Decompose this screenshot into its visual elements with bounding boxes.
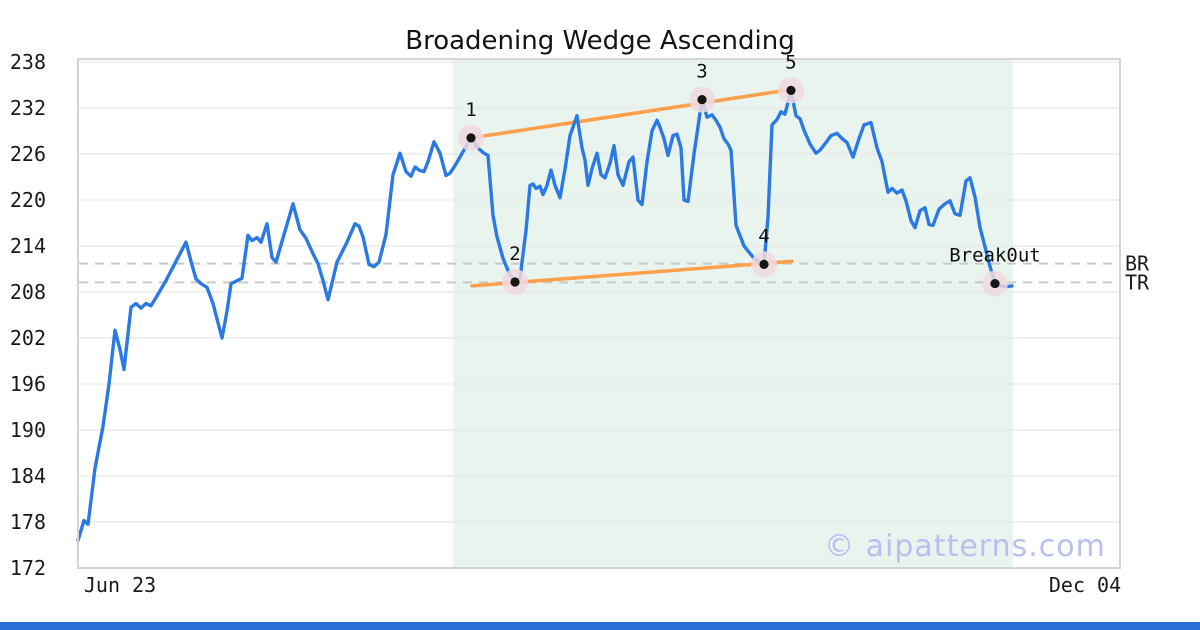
y-tick-label: 178 (10, 510, 46, 534)
point-dot-3 (697, 94, 707, 105)
price-line (76, 88, 1014, 543)
point-label-4: 4 (758, 225, 769, 247)
level-label-tr: TR (1125, 270, 1150, 294)
y-tick-label: 184 (10, 464, 46, 488)
chart-plot-area: 238232226220214208202196190184178172BRTR… (0, 50, 1200, 630)
chart-title: Broadening Wedge Ascending (405, 26, 795, 56)
point-label-break0ut: Break0ut (949, 245, 1041, 267)
bottom-accent-bar (0, 622, 1200, 630)
y-tick-label: 220 (10, 188, 46, 212)
y-tick-label: 190 (10, 418, 46, 442)
point-dot-break0ut (990, 278, 1000, 289)
y-tick-label: 196 (10, 372, 46, 396)
point-dot-1 (466, 133, 476, 143)
level-label-br: BR (1125, 252, 1150, 276)
point-label-5: 5 (785, 51, 796, 73)
y-tick-label: 226 (10, 142, 46, 166)
y-tick-label: 208 (10, 280, 46, 304)
y-tick-label: 172 (10, 556, 46, 580)
point-dot-4 (759, 259, 769, 269)
pattern-zone-highlight (453, 60, 1013, 567)
point-label-3: 3 (696, 61, 707, 83)
y-tick-label: 202 (10, 326, 46, 350)
point-dot-2 (510, 277, 520, 287)
x-axis-label-end: Dec 04 (1049, 573, 1121, 597)
plot-border (77, 58, 1121, 569)
y-tick-label: 214 (10, 234, 46, 258)
upper_trendline (469, 87, 793, 140)
y-tick-label: 232 (10, 96, 46, 120)
watermark: © aipatterns.com (824, 529, 1106, 564)
point-label-1: 1 (465, 99, 476, 121)
x-axis-label-start: Jun 23 (84, 573, 156, 597)
point-dot-5 (786, 85, 796, 95)
y-tick-label: 238 (10, 50, 46, 74)
point-label-2: 2 (509, 243, 520, 265)
